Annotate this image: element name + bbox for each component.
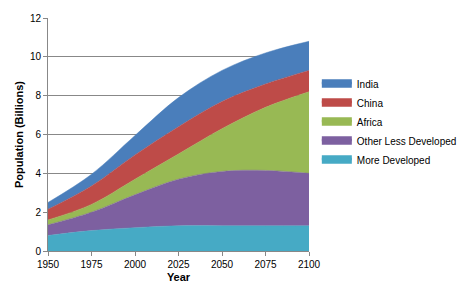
svg-text:1950: 1950 [37,259,60,270]
svg-text:Africa: Africa [357,117,383,128]
svg-text:China: China [357,98,384,109]
svg-text:0: 0 [35,246,41,257]
svg-text:2025: 2025 [167,259,190,270]
svg-text:1975: 1975 [80,259,103,270]
svg-text:2100: 2100 [298,259,321,270]
svg-text:2075: 2075 [254,259,277,270]
svg-text:8: 8 [35,90,41,101]
svg-text:4: 4 [35,168,41,179]
svg-text:More Developed: More Developed [357,155,430,166]
svg-text:2: 2 [35,207,41,218]
svg-text:2050: 2050 [211,259,234,270]
svg-text:Other Less Developed: Other Less Developed [357,136,457,147]
svg-text:2000: 2000 [124,259,147,270]
svg-text:Population (Billions): Population (Billions) [13,81,25,188]
svg-text:10: 10 [30,51,42,62]
svg-text:6: 6 [35,129,41,140]
svg-text:Year: Year [167,271,191,283]
svg-text:12: 12 [30,13,42,24]
svg-text:India: India [357,79,379,90]
